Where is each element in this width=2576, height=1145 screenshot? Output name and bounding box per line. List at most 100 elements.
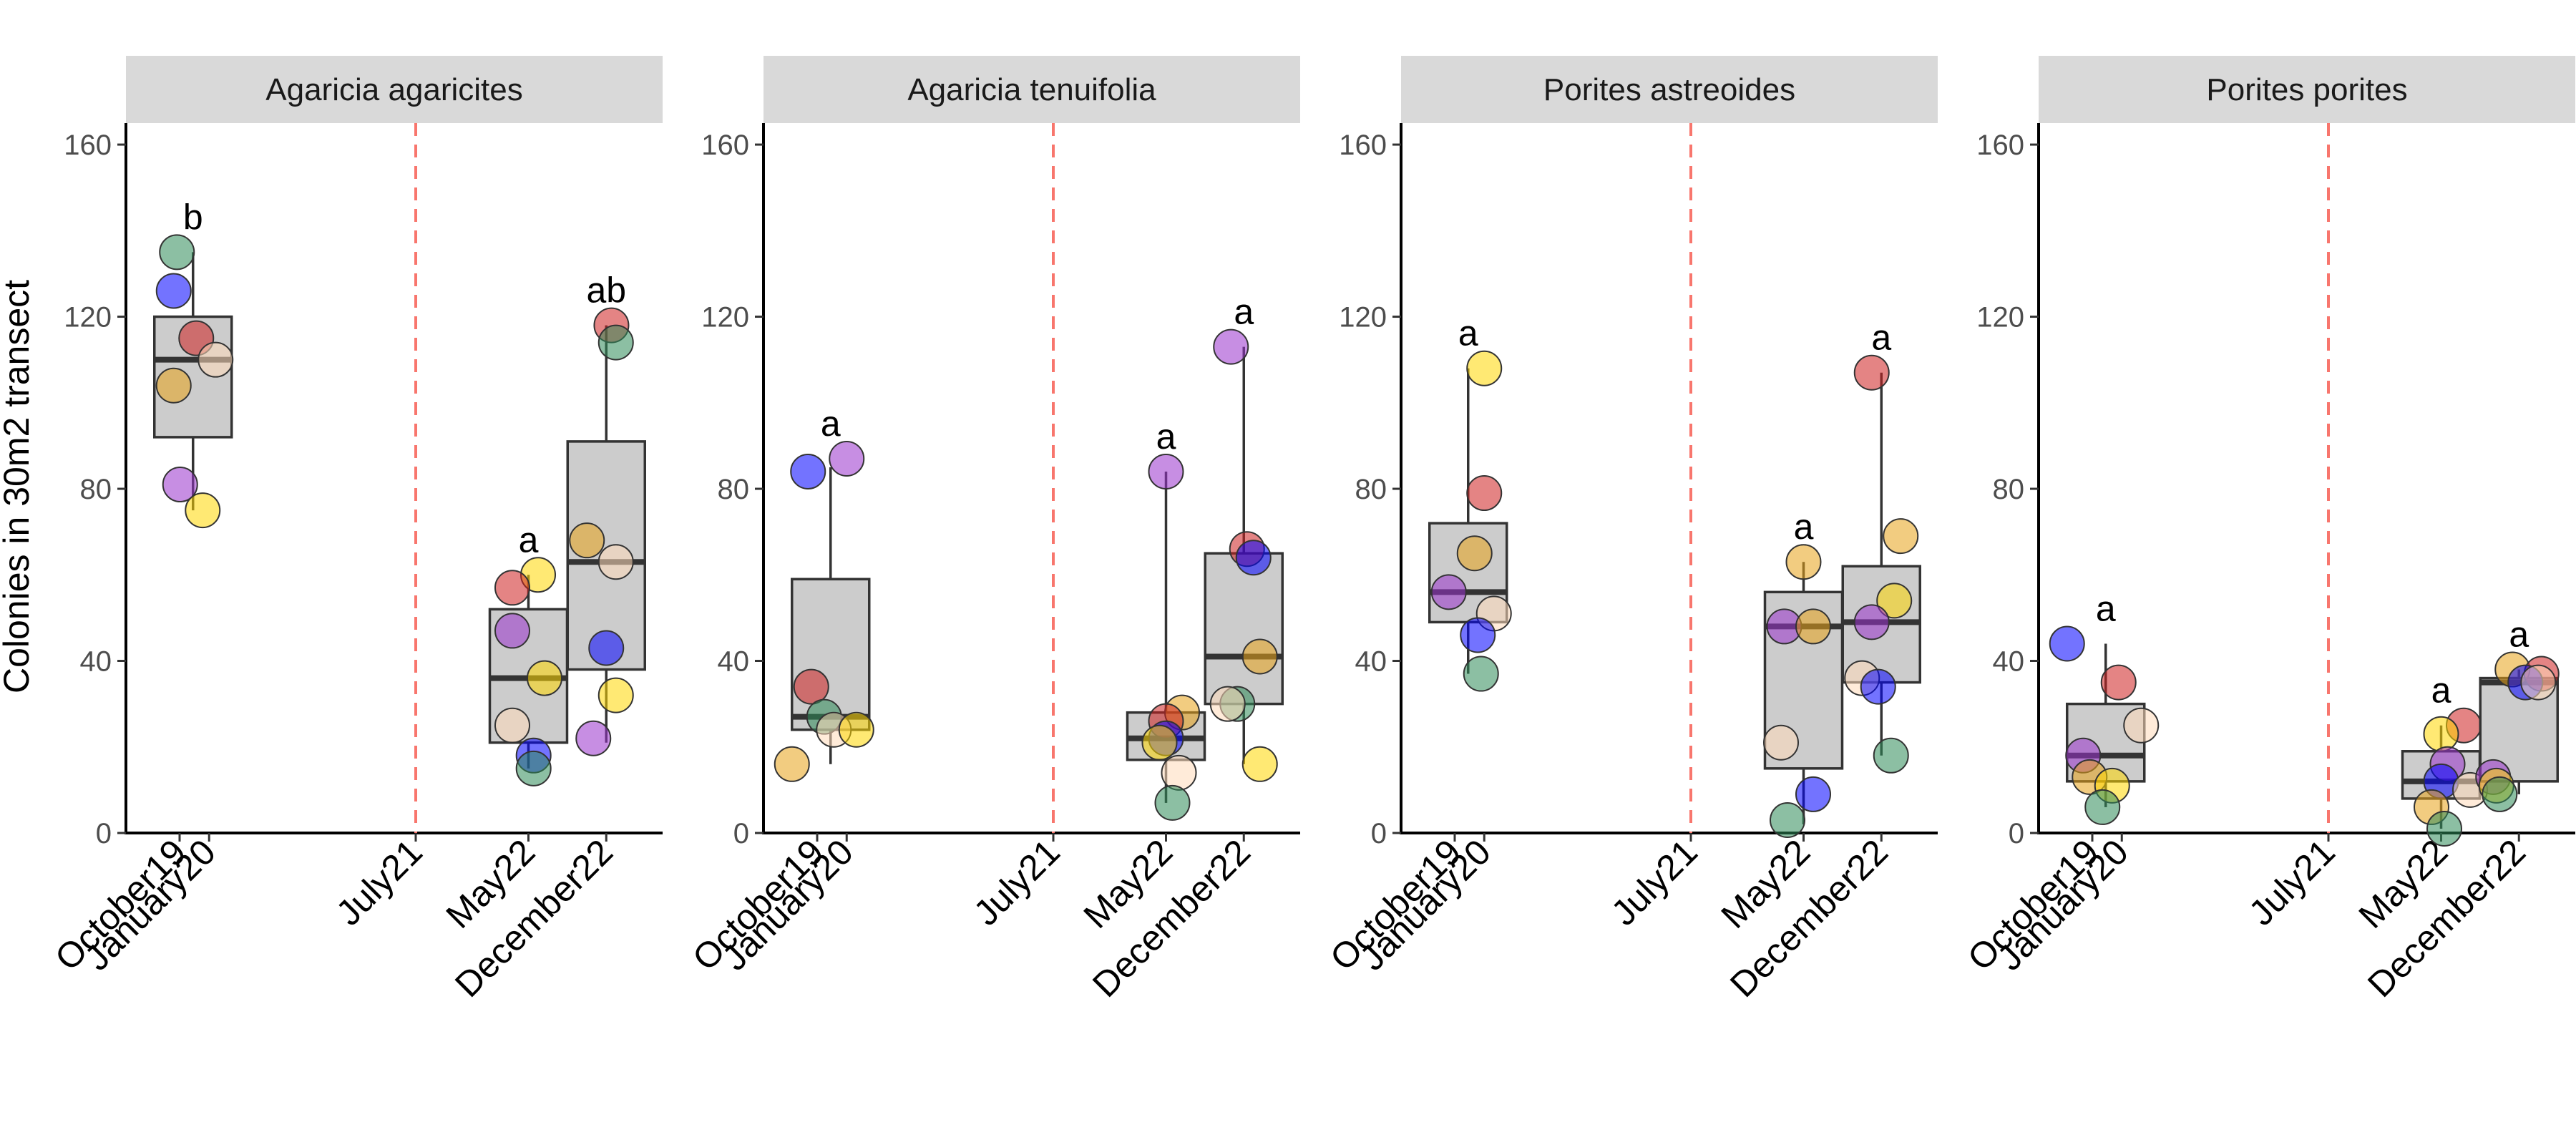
box-group: a — [1841, 318, 1921, 774]
data-point — [1466, 475, 1503, 512]
panel-strip — [126, 56, 663, 123]
y-tick-label: 0 — [1371, 818, 1387, 849]
y-tick-label: 80 — [718, 474, 750, 505]
box-group: a — [1204, 292, 1284, 782]
data-point — [1161, 754, 1197, 791]
data-point — [197, 341, 234, 378]
data-point — [1241, 638, 1278, 675]
significance-letter: a — [2431, 671, 2451, 711]
panel-title: Agaricia tenuifolia — [907, 72, 1156, 107]
data-point — [588, 630, 625, 666]
significance-letter: a — [519, 520, 539, 560]
box-group: ab — [566, 271, 646, 756]
box-group: a — [488, 520, 569, 786]
data-point — [494, 613, 530, 649]
data-point — [1235, 540, 1272, 576]
data-point — [155, 273, 192, 309]
y-tick-label: 0 — [96, 818, 112, 849]
data-point — [185, 492, 221, 529]
box-group: a — [2401, 671, 2488, 847]
data-point — [162, 467, 198, 503]
data-point — [494, 570, 530, 606]
data-point — [829, 440, 865, 477]
significance-letter: a — [1458, 313, 1478, 354]
y-tick-label: 80 — [1993, 474, 2025, 505]
data-point — [1463, 656, 1499, 692]
significance-letter: a — [1871, 318, 1891, 358]
data-point — [597, 324, 634, 361]
y-tick-label: 40 — [1355, 646, 1387, 678]
data-point — [515, 750, 552, 786]
data-point — [1860, 668, 1896, 705]
data-point — [790, 453, 826, 489]
box-group: a — [1126, 416, 1206, 821]
y-tick-label: 0 — [733, 818, 749, 849]
panel-strip — [2039, 56, 2575, 123]
data-point — [575, 720, 612, 756]
data-point — [793, 668, 829, 705]
data-point — [1209, 686, 1246, 722]
panel-title: Porites porites — [2206, 72, 2407, 107]
data-point — [1141, 724, 1178, 761]
data-point — [2123, 707, 2160, 744]
data-point — [569, 522, 605, 559]
data-point — [1883, 518, 1919, 555]
data-point — [838, 711, 874, 748]
y-tick-label: 120 — [1976, 302, 2024, 333]
significance-letter: a — [1234, 292, 1254, 332]
panel-title: Porites astreoides — [1543, 72, 1795, 107]
data-point — [1241, 746, 1278, 782]
y-tick-label: 160 — [64, 130, 112, 161]
data-point — [159, 234, 195, 271]
data-point — [1148, 453, 1184, 489]
significance-letter: a — [2096, 588, 2116, 628]
panel-strip — [763, 56, 1300, 123]
y-tick-label: 120 — [701, 302, 749, 333]
data-point — [1853, 354, 1890, 391]
data-point — [1430, 574, 1467, 610]
box-group: a — [2049, 588, 2160, 825]
data-point — [597, 677, 634, 713]
significance-letter: a — [821, 404, 841, 444]
y-tick-label: 160 — [1976, 130, 2024, 161]
data-point — [1876, 583, 1913, 619]
significance-letter: a — [1156, 416, 1176, 457]
data-point — [2423, 716, 2459, 752]
significance-letter: a — [1794, 507, 1814, 547]
data-point — [1213, 328, 1249, 365]
data-point — [527, 660, 562, 696]
box-group: a — [774, 404, 874, 782]
data-point — [2049, 625, 2085, 662]
y-tick-label: 80 — [80, 474, 112, 505]
y-tick-label: 80 — [1355, 474, 1387, 505]
y-tick-label: 40 — [1993, 646, 2025, 678]
y-tick-label: 120 — [64, 302, 112, 333]
data-point — [2520, 664, 2557, 701]
y-tick-label: 40 — [718, 646, 750, 678]
data-point — [1785, 544, 1822, 580]
data-point — [2084, 789, 2121, 825]
significance-letter: ab — [586, 271, 626, 311]
data-point — [1853, 604, 1890, 640]
data-point — [494, 707, 530, 744]
data-point — [1456, 535, 1493, 572]
panel-strip — [1401, 56, 1938, 123]
box-body — [1204, 552, 1284, 706]
y-tick-label: 160 — [1339, 130, 1387, 161]
data-point — [1873, 737, 1909, 774]
data-point — [2426, 810, 2462, 847]
y-tick-label: 160 — [701, 130, 749, 161]
data-point — [2482, 776, 2518, 812]
panel-title: Agaricia agaricites — [265, 72, 523, 107]
data-point — [1763, 724, 1799, 761]
data-point — [597, 544, 634, 580]
significance-letter: a — [2509, 615, 2529, 655]
data-point — [1770, 802, 1805, 838]
data-point — [774, 746, 810, 782]
box-group: a — [2475, 615, 2560, 812]
significance-letter: b — [183, 197, 203, 237]
box-group: a — [1428, 313, 1512, 692]
data-point — [1795, 608, 1831, 645]
